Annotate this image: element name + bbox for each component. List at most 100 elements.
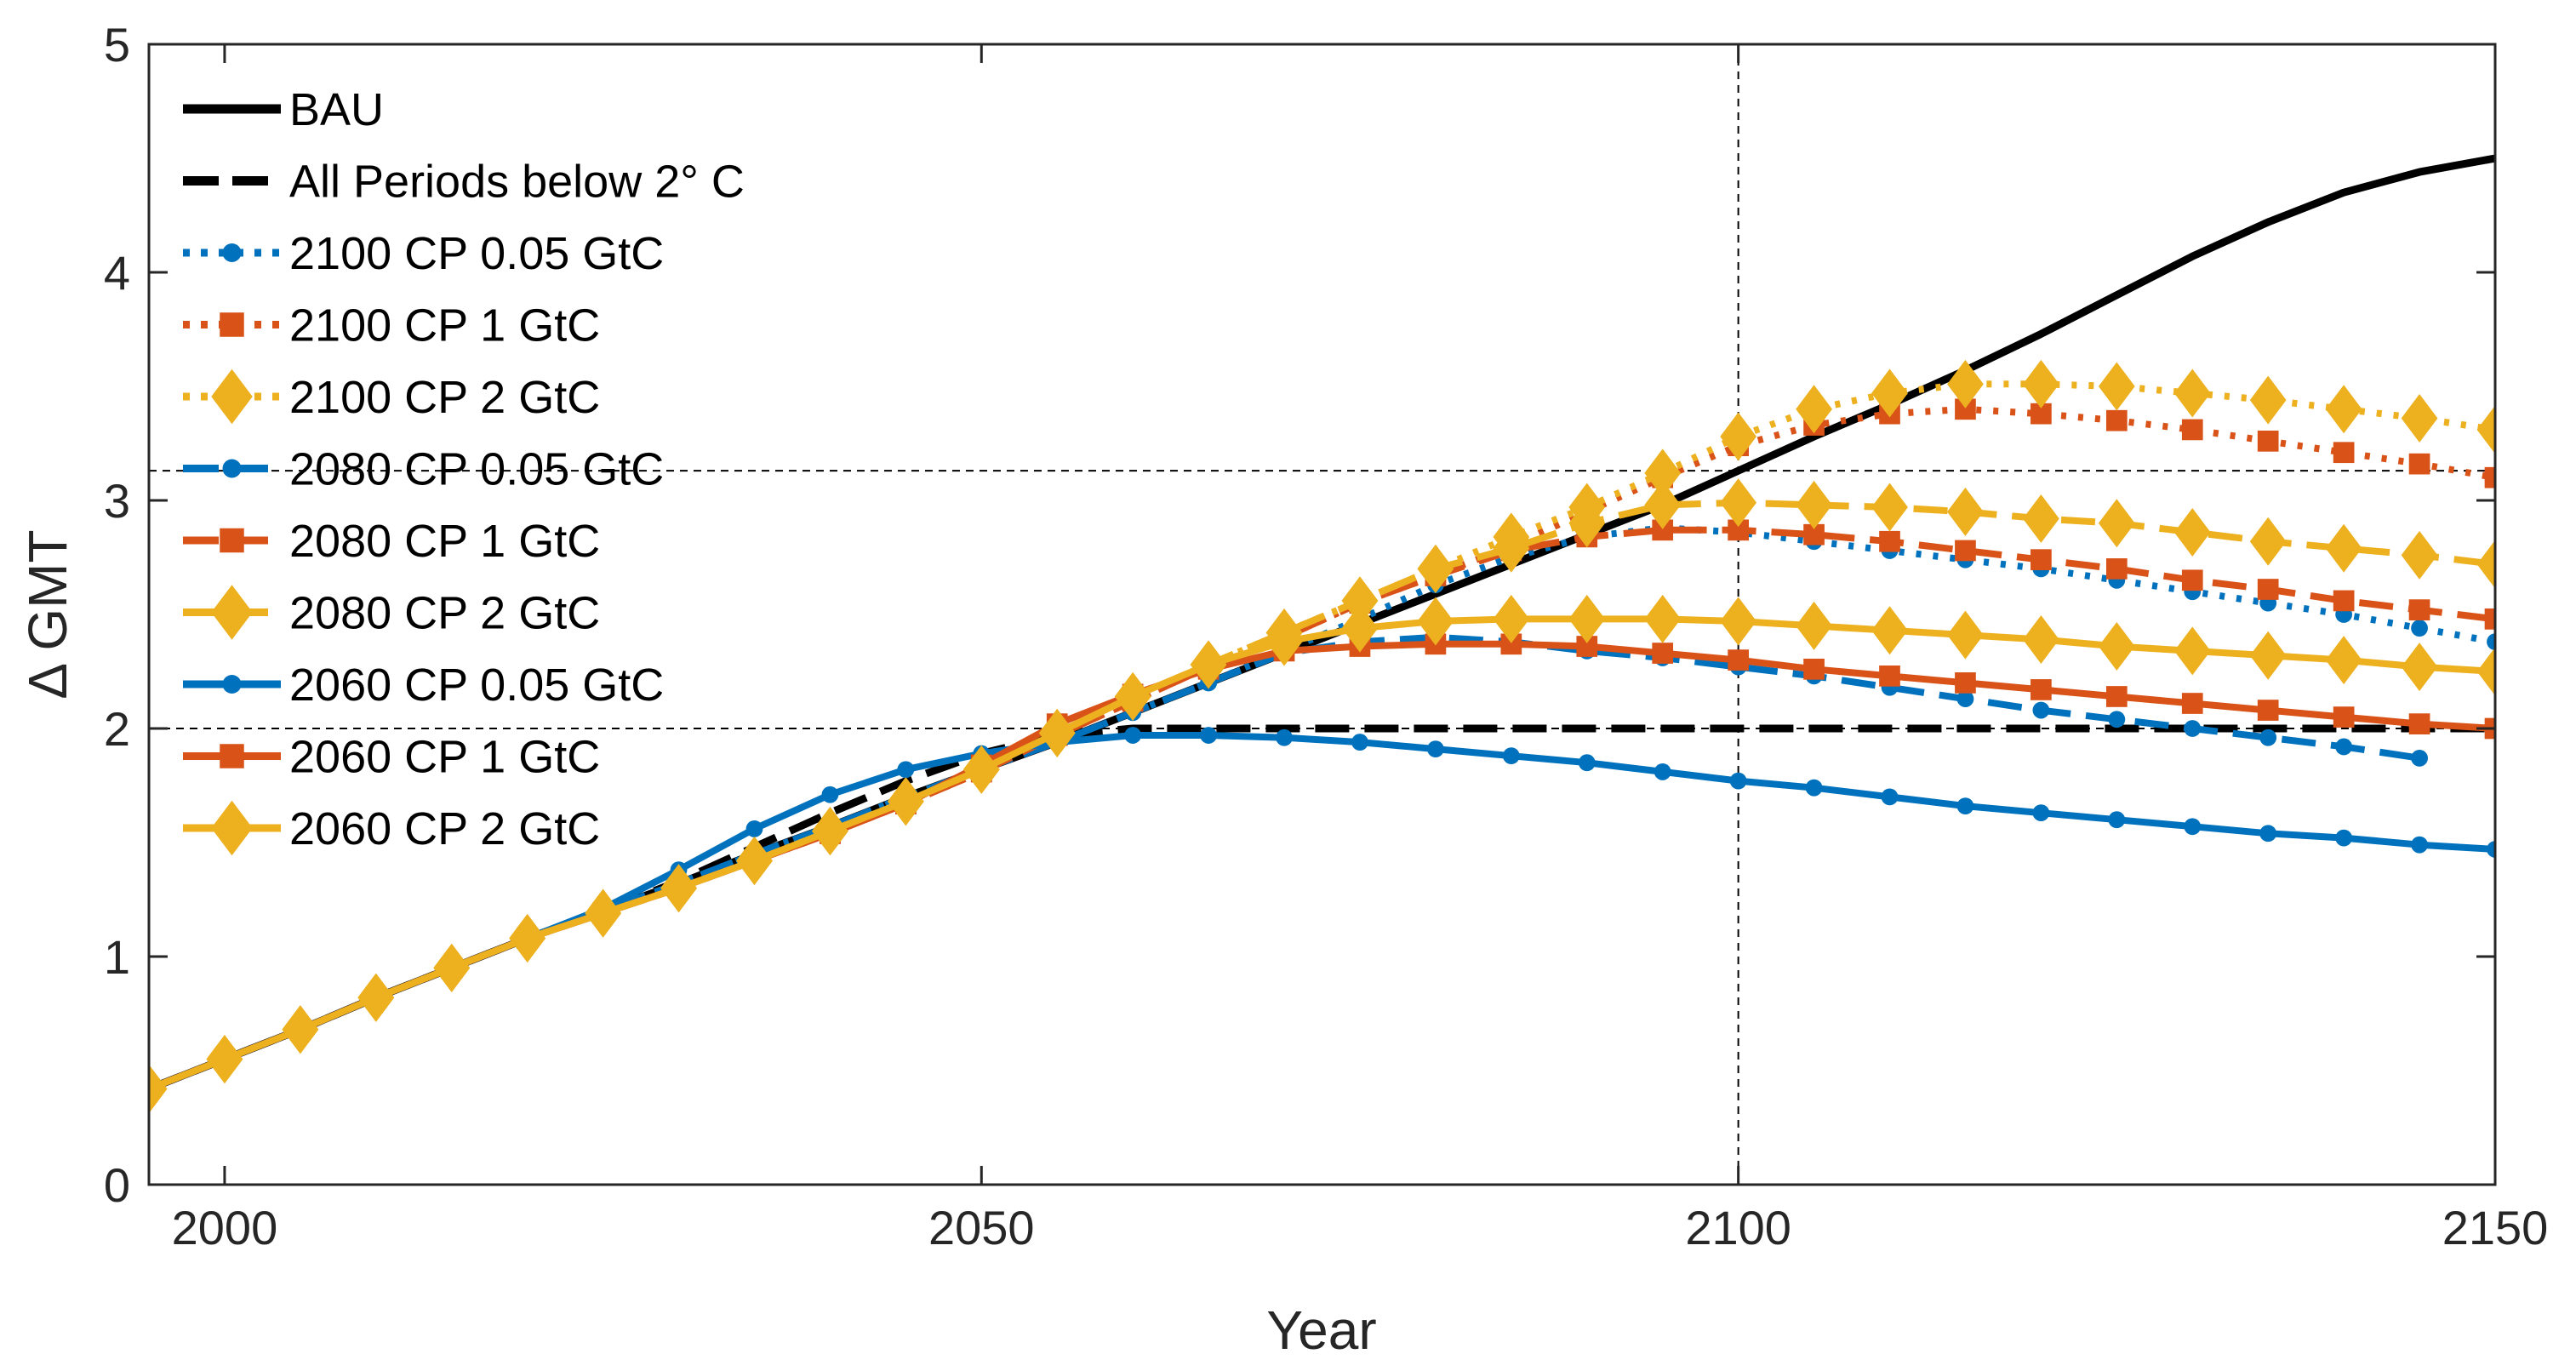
legend-label: 2100 CP 0.05 GtC — [289, 228, 664, 279]
data-point — [1644, 594, 1682, 643]
data-point — [357, 973, 395, 1022]
data-point — [1200, 727, 1217, 744]
y-tick-label: 0 — [104, 1158, 130, 1212]
data-point — [1502, 747, 1520, 765]
legend-label: 2080 CP 1 GtC — [289, 516, 600, 567]
data-point — [2325, 385, 2362, 434]
y-tick-label: 5 — [104, 18, 130, 71]
data-point — [1879, 666, 1900, 687]
data-point — [282, 1005, 319, 1054]
legend-label: 2060 CP 2 GtC — [289, 803, 600, 854]
data-point — [1871, 368, 1908, 418]
data-point — [433, 943, 471, 992]
legend-item: All Periods below 2° C — [183, 157, 745, 208]
data-point — [2184, 818, 2202, 836]
data-point — [2335, 738, 2353, 756]
series-line — [149, 524, 2495, 1093]
data-point — [1124, 727, 1142, 744]
y-tick-label: 1 — [104, 930, 130, 984]
data-point — [2487, 633, 2495, 651]
data-point — [2181, 419, 2203, 441]
data-point — [2181, 693, 2203, 714]
data-point — [2173, 368, 2211, 418]
data-point — [2401, 394, 2438, 443]
data-point — [1729, 772, 1747, 790]
data-point — [1341, 603, 1379, 653]
data-point — [887, 777, 924, 826]
data-point — [1578, 754, 1596, 772]
data-point — [1493, 523, 1530, 573]
y-tick-label: 3 — [104, 474, 130, 528]
data-point — [2476, 647, 2495, 696]
data-point — [745, 820, 763, 837]
data-point — [2023, 614, 2059, 664]
data-point — [1956, 690, 1974, 708]
data-point — [2098, 362, 2135, 411]
data-point — [1265, 617, 1303, 666]
data-point — [2325, 523, 2362, 573]
data-point — [149, 1064, 168, 1113]
data-point — [1276, 728, 1293, 746]
data-point — [2487, 841, 2495, 858]
legend-marker — [211, 368, 253, 425]
legend-marker — [211, 800, 253, 856]
data-point — [1796, 385, 1832, 434]
data-point — [812, 807, 848, 856]
data-point — [2257, 579, 2279, 600]
data-point — [1190, 640, 1227, 689]
y-tick-label: 2 — [104, 702, 130, 756]
data-point — [1956, 797, 1974, 815]
data-point — [1644, 480, 1682, 529]
series-11 — [149, 594, 2495, 1113]
data-point — [2259, 825, 2277, 843]
data-point — [2031, 679, 2052, 700]
data-point — [1803, 658, 1825, 680]
data-point — [1038, 708, 1076, 757]
data-point — [1417, 544, 1454, 593]
data-point — [1871, 483, 1908, 532]
data-point — [585, 888, 621, 938]
data-point — [2105, 686, 2128, 707]
legend-item: 2060 CP 0.05 GtC — [183, 660, 664, 711]
data-point — [2249, 631, 2287, 680]
legend-marker — [222, 675, 242, 694]
data-point — [2098, 499, 2135, 548]
data-point — [509, 914, 546, 963]
data-point — [2023, 359, 2059, 408]
legend-item: 2060 CP 2 GtC — [183, 800, 600, 856]
legend-item: 2080 CP 0.05 GtC — [183, 444, 664, 495]
data-point — [1955, 540, 1976, 562]
legend-label: 2080 CP 0.05 GtC — [289, 444, 664, 495]
data-point — [1871, 606, 1908, 655]
data-point — [1879, 530, 1900, 552]
data-point — [2032, 701, 2050, 719]
data-point — [2411, 836, 2428, 854]
legend-marker — [222, 459, 242, 478]
data-point — [2023, 494, 2059, 543]
legend-marker — [220, 312, 244, 337]
data-point — [2032, 804, 2050, 822]
data-point — [1351, 734, 1368, 751]
data-point — [2259, 728, 2277, 746]
plot-area-border — [147, 43, 2497, 1186]
data-point — [2173, 626, 2211, 676]
data-point — [1114, 671, 1151, 721]
data-point — [1654, 763, 1671, 780]
data-point — [2325, 636, 2362, 685]
data-point — [2249, 375, 2287, 425]
data-point — [2333, 706, 2355, 728]
y-tick-label: 4 — [104, 246, 130, 300]
y-axis-title: Δ GMT — [17, 529, 78, 699]
data-point — [2408, 453, 2430, 475]
data-point — [2257, 700, 2279, 721]
x-tick-label: 2100 — [1685, 1201, 1791, 1254]
data-point — [1947, 359, 1984, 408]
data-point — [1427, 740, 1444, 758]
data-point — [2484, 466, 2495, 488]
data-point — [1720, 412, 1757, 461]
data-point — [962, 745, 1000, 794]
data-point — [1796, 601, 1832, 650]
legend-item: BAU — [183, 84, 384, 135]
data-point — [2257, 430, 2279, 452]
